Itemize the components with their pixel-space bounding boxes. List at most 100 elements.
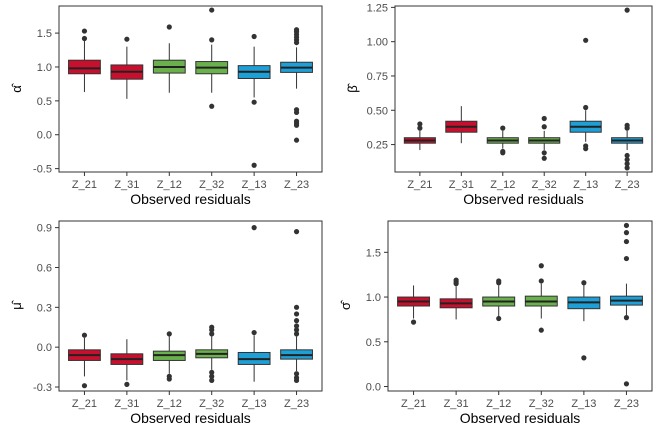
outlier-point	[124, 36, 130, 42]
outlier-point	[293, 27, 300, 33]
x-tick-label: Z_32	[529, 398, 554, 410]
outlier-point	[293, 323, 300, 329]
outlier-point	[583, 37, 589, 43]
outlier-point	[293, 304, 300, 310]
outlier-point	[541, 150, 547, 156]
outlier-point	[453, 277, 459, 283]
x-axis-title: Observed residuals	[130, 410, 251, 426]
y-tick-label: 1.00	[367, 37, 388, 49]
y-axis-title: α̂	[9, 82, 24, 93]
x-tick-label: Z_12	[157, 398, 182, 410]
panel-border	[394, 5, 653, 173]
box-z-21	[68, 332, 101, 389]
box-z-23	[280, 229, 313, 383]
x-tick-label: Z_13	[242, 398, 267, 410]
y-tick-label: 0.9	[37, 223, 52, 235]
y-tick-label: 0.5	[366, 337, 381, 349]
outlier-point	[81, 383, 88, 389]
box-body	[68, 59, 101, 75]
panel-border	[58, 220, 323, 392]
outlier-point	[251, 99, 257, 105]
y-axis-title: β̂	[345, 82, 360, 92]
x-tick-label: Z_21	[72, 179, 97, 191]
outlier-point	[538, 327, 544, 333]
x-axis-title: Observed residuals	[460, 410, 581, 426]
panel-sigma: 0.0 0.5 1.0 1.5 Z_21 Z_31 Z_12 Z_32 Z_13 Z_23 Obse…	[338, 220, 653, 426]
outlier-point	[209, 324, 215, 330]
outlier-point	[293, 371, 300, 377]
outlier-point	[417, 125, 423, 131]
box-z-13	[237, 225, 271, 382]
y-tick-label: 0.0	[37, 130, 52, 142]
x-tick-label: Z_31	[449, 179, 474, 191]
box-z-23	[280, 27, 313, 143]
outlier-point	[251, 162, 257, 168]
outlier-point	[209, 331, 215, 337]
y-tick-label: 0.3	[37, 302, 52, 314]
box-z-13	[237, 33, 271, 168]
x-tick-label: Z_13	[242, 179, 267, 191]
outlier-point	[496, 315, 502, 322]
outlier-point	[293, 311, 300, 317]
outlier-point	[581, 355, 587, 361]
x-tick-label: Z_23	[614, 398, 639, 410]
outlier-point	[538, 263, 544, 269]
outlier-point	[538, 278, 544, 284]
y-tick-label: 1.5	[37, 28, 52, 40]
y-tick-label: -0.3	[33, 382, 52, 394]
outlier-point	[81, 332, 88, 338]
x-tick-label: Z_12	[157, 179, 182, 191]
x-tick-label: Z_21	[401, 398, 426, 410]
panel-alpha: -0.5 0.0 0.5 1.0 1.5 Z_21 Z_31 Z_12 Z_32 Z_13 Z_23…	[9, 5, 323, 207]
outlier-point	[541, 155, 547, 161]
outlier-point	[209, 377, 215, 383]
x-tick-label: Z_12	[486, 398, 511, 410]
outlier-point	[623, 255, 630, 262]
x-tick-label: Z_31	[114, 398, 139, 410]
outlier-point	[251, 329, 257, 336]
x-tick-label: Z_12	[490, 179, 515, 191]
box-z-31	[445, 106, 478, 144]
outlier-point	[500, 150, 506, 156]
y-tick-label: 0.6	[37, 262, 52, 274]
box-z-32	[528, 115, 561, 161]
outlier-point	[624, 122, 630, 128]
outlier-point	[623, 238, 630, 245]
outlier-point	[293, 318, 300, 324]
x-tick-label: Z_23	[284, 398, 309, 410]
box-z-12	[482, 278, 516, 322]
box-z-32	[524, 263, 558, 333]
box-z-32	[195, 7, 229, 109]
outlier-point	[166, 376, 172, 382]
box-z-23	[611, 7, 644, 171]
outlier-point	[583, 104, 589, 111]
outlier-point	[293, 109, 300, 115]
outlier-point	[293, 122, 300, 128]
x-tick-label: Z_13	[573, 179, 598, 191]
y-tick-label: 0.5	[37, 96, 52, 108]
outlier-point	[166, 331, 172, 337]
box-z-21	[403, 121, 436, 151]
x-axis-title: Observed residuals	[463, 191, 584, 207]
box-z-13	[569, 37, 602, 152]
outlier-point	[410, 319, 417, 325]
box-z-12	[152, 331, 186, 382]
panel-mu: -0.3 0.0 0.3 0.6 0.9 Z_21 Z_31 Z_12 Z_32 Z_13 Z_23…	[9, 220, 323, 426]
box-z-31	[110, 36, 144, 99]
outlier-point	[209, 103, 215, 109]
outlier-point	[81, 35, 88, 42]
outlier-point	[583, 146, 589, 152]
y-tick-label: 0.50	[367, 105, 388, 117]
outlier-point	[623, 230, 630, 236]
box-z-12	[152, 24, 186, 93]
outlier-point	[541, 115, 547, 122]
outlier-point	[81, 28, 88, 34]
box-z-31	[110, 339, 144, 387]
y-tick-label: 1.25	[367, 2, 388, 14]
x-tick-label: Z_21	[407, 179, 432, 191]
box-z-23	[609, 222, 643, 387]
y-tick-label: 0.75	[367, 71, 388, 83]
x-tick-label: Z_32	[199, 398, 224, 410]
outlier-point	[166, 24, 172, 30]
